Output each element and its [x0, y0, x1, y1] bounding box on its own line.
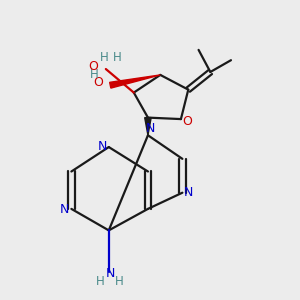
Text: O: O — [182, 115, 192, 128]
Text: H: H — [115, 274, 124, 287]
Polygon shape — [110, 75, 160, 88]
Text: H: H — [100, 51, 109, 64]
Text: H: H — [96, 274, 105, 287]
Text: O: O — [93, 76, 103, 89]
Text: N: N — [146, 122, 156, 135]
Text: N: N — [98, 140, 107, 153]
Text: H: H — [90, 68, 98, 80]
Text: N: N — [106, 267, 115, 280]
Text: O: O — [88, 60, 98, 73]
Text: N: N — [60, 203, 70, 216]
Text: H: H — [113, 51, 122, 64]
Text: N: N — [184, 186, 194, 199]
Polygon shape — [145, 118, 151, 135]
